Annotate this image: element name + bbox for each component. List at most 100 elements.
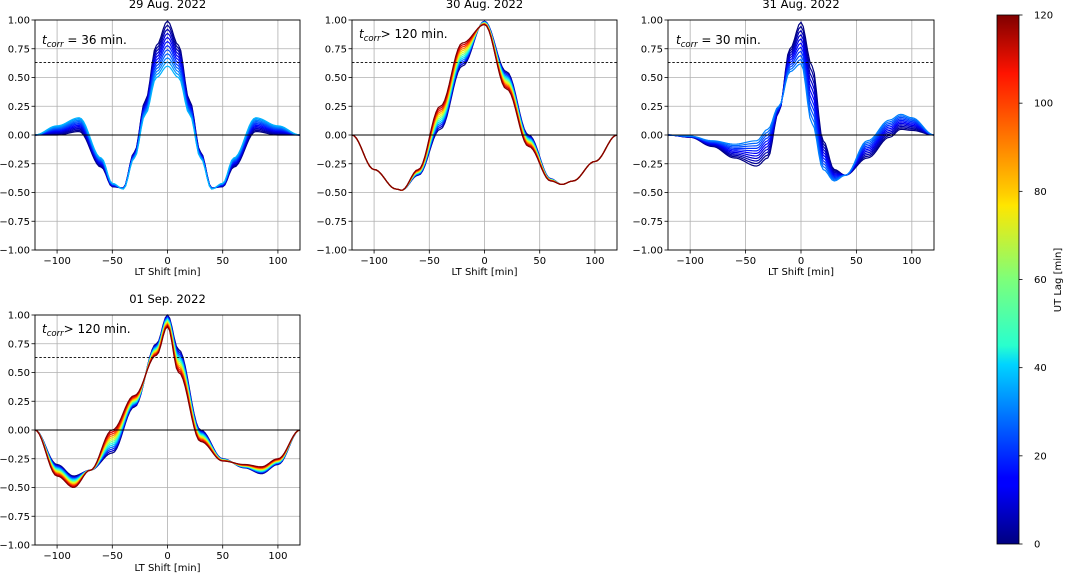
subplot-30-aug: 30 Aug. 2022 −1.00 −0.75 −0.50 −0.25 0.00 0.2… [316, 0, 618, 278]
y-tick-label: −0.25 [316, 159, 347, 170]
colorbar-gradient [996, 14, 1020, 545]
subplot-title: 29 Aug. 2022 [129, 0, 206, 11]
correlation-curve [34, 28, 301, 189]
x-tick-label: −100 [43, 551, 70, 562]
y-tick-label: 0.00 [325, 131, 347, 142]
curve-group [351, 20, 618, 191]
x-tick-label: −100 [360, 256, 387, 267]
y-tick-label: −1.00 [0, 246, 30, 257]
tcorr-value: > 120 min. [64, 322, 131, 336]
y-tick-label: 0.50 [8, 73, 30, 84]
y-tick-labels: −1.00 −0.75 −0.50 −0.25 0.00 0.25 0.50 0.75 1.00 [632, 16, 668, 257]
subplot-title: 31 Aug. 2022 [762, 0, 839, 11]
subplot-title: 01 Sep. 2022 [129, 292, 206, 306]
y-tick-label: 0.75 [8, 339, 30, 350]
x-tick-label: 50 [216, 551, 229, 562]
correlation-curve [351, 23, 618, 191]
correlation-curve [34, 61, 301, 190]
y-tick-label: 0.25 [325, 102, 347, 113]
y-tick-label: −0.25 [0, 159, 30, 170]
tcorr-annotation: tcorr = 30 min. [676, 33, 761, 50]
colorbar-tick-label: 40 [1034, 363, 1047, 374]
tcorr-subscript: corr [681, 40, 698, 50]
x-tick-label: 0 [798, 256, 804, 267]
y-tick-label: 0.75 [8, 44, 30, 55]
y-tick-label: −0.50 [316, 188, 347, 199]
correlation-curve [34, 36, 301, 189]
x-tick-label: −100 [43, 256, 70, 267]
correlation-curve [34, 53, 301, 190]
y-tick-label: −0.50 [632, 188, 663, 199]
y-tick-label: −1.00 [316, 246, 347, 257]
y-tick-label: 0.25 [8, 102, 30, 113]
curve-group [667, 21, 935, 182]
correlation-curve [34, 44, 301, 190]
colorbar-tick-label: 80 [1034, 187, 1047, 198]
y-tick-label: 0.50 [325, 73, 347, 84]
tcorr-value: > 120 min. [381, 27, 448, 41]
colorbar-tick-label: 0 [1034, 540, 1040, 551]
y-tick-label: −0.50 [0, 483, 30, 494]
y-tick-label: 0.50 [641, 73, 663, 84]
tcorr-annotation: tcorr> 120 min. [359, 27, 448, 44]
x-tick-label: 50 [216, 256, 229, 267]
x-tick-label: −50 [102, 551, 123, 562]
x-tick-label: 0 [164, 551, 170, 562]
y-tick-label: −0.25 [0, 454, 30, 465]
correlation-curve [35, 20, 300, 189]
tcorr-subscript: corr [47, 329, 64, 339]
x-tick-label: 100 [268, 256, 287, 267]
y-tick-labels: −1.00 −0.75 −0.50 −0.25 0.00 0.25 0.50 0.75 1.00 [0, 311, 35, 552]
colorbar-tick-label: 20 [1034, 451, 1047, 462]
y-tick-label: 1.00 [8, 311, 30, 322]
correlation-curve [34, 24, 301, 189]
x-tick-label: −50 [419, 256, 440, 267]
colorbar-tick-label: 60 [1034, 275, 1047, 286]
tcorr-annotation: tcorr> 120 min. [42, 322, 131, 339]
y-tick-label: 0.00 [641, 131, 663, 142]
y-tick-label: −0.75 [316, 217, 347, 228]
y-tick-label: −0.50 [0, 188, 30, 199]
correlation-curve [34, 32, 301, 189]
y-tick-label: −0.25 [632, 159, 663, 170]
x-tick-label: 100 [268, 551, 287, 562]
x-tick-label: 0 [164, 256, 170, 267]
colorbar-label: UT Lag [min] [1053, 248, 1064, 313]
y-tick-label: 0.00 [8, 131, 30, 142]
axes-frame [667, 19, 935, 251]
subplot-29-aug: 29 Aug. 2022 −1.00 −0.75 −0.50 −0.25 0.00 0.2… [0, 0, 301, 278]
tcorr-symbol: t [42, 33, 48, 47]
y-tick-label: −0.75 [0, 512, 30, 523]
subplot-31-aug: 31 Aug. 2022 −1.00 −0.75 −0.50 −0.25 0.00 0.2… [632, 0, 935, 278]
tcorr-value: = 36 min. [64, 33, 127, 47]
tcorr-symbol: t [676, 33, 682, 47]
x-tick-label: 0 [481, 256, 487, 267]
subplot-title: 30 Aug. 2022 [446, 0, 523, 11]
y-tick-label: −0.75 [632, 217, 663, 228]
subplot-01-sep: 01 Sep. 2022 −1.00 −0.75 −0.50 −0.25 0.00 0.2… [0, 292, 301, 574]
tcorr-subscript: corr [364, 34, 381, 44]
x-tick-label: 50 [850, 256, 863, 267]
x-axis-label: LT Shift [min] [768, 267, 834, 278]
tcorr-value: = 30 min. [698, 33, 761, 47]
x-axis-label: LT Shift [min] [451, 267, 517, 278]
x-axis-label: LT Shift [min] [134, 267, 200, 278]
y-tick-label: 1.00 [641, 16, 663, 27]
x-tick-labels: −100 −50 0 50 100 [360, 250, 604, 267]
x-tick-label: −50 [735, 256, 756, 267]
y-tick-label: 0.25 [641, 102, 663, 113]
x-axis-label: LT Shift [min] [134, 563, 200, 574]
colorbar-tick-label: 120 [1034, 11, 1053, 22]
tcorr-annotation: tcorr = 36 min. [42, 33, 127, 50]
y-tick-label: 0.75 [325, 44, 347, 55]
x-tick-label: −100 [676, 256, 703, 267]
y-tick-labels: −1.00 −0.75 −0.50 −0.25 0.00 0.25 0.50 0.75 1.00 [316, 16, 352, 257]
y-tick-label: −1.00 [632, 246, 663, 257]
correlation-curve [667, 62, 935, 182]
y-tick-label: 0.75 [641, 44, 663, 55]
colorbar-ticks: 0 20 40 60 80 100 120 [1019, 11, 1053, 551]
axes-frame [351, 19, 618, 251]
x-tick-labels: −100 −50 0 50 100 [43, 545, 287, 562]
y-tick-label: 1.00 [325, 16, 347, 27]
